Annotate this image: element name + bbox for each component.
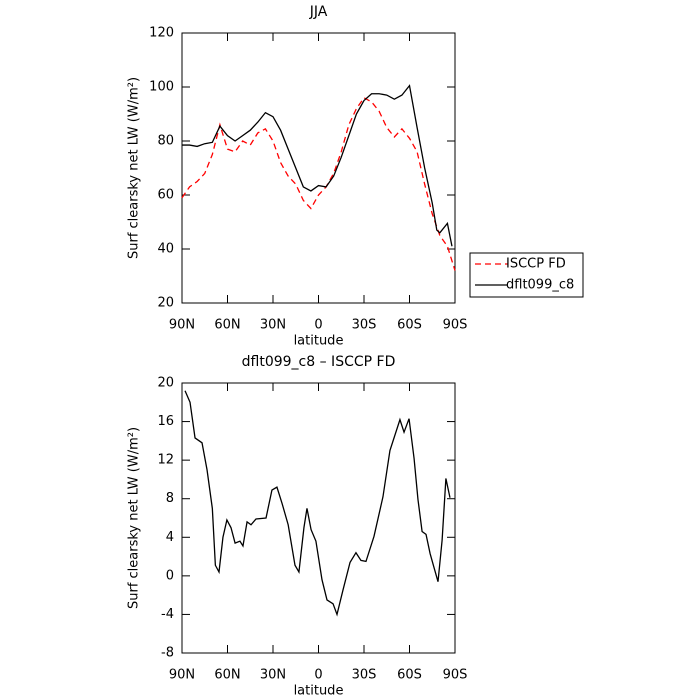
chart-title: JJA bbox=[309, 4, 328, 20]
y-tick-label: 20 bbox=[157, 296, 174, 311]
y-axis-label: Surf clearsky net LW (W/m²) bbox=[127, 427, 142, 609]
x-tick-label: 90S bbox=[443, 668, 468, 683]
y-tick-label: 60 bbox=[157, 188, 174, 203]
y-tick-label: 120 bbox=[149, 26, 174, 41]
legend-label: ISCCP FD bbox=[506, 257, 566, 272]
y-tick-label: 16 bbox=[157, 414, 174, 429]
legend-label: dflt099_c8 bbox=[506, 278, 574, 293]
y-tick-label: 20 bbox=[157, 376, 174, 391]
y-tick-label: 4 bbox=[166, 530, 174, 545]
x-tick-label: 30N bbox=[260, 318, 286, 333]
y-tick-label: 100 bbox=[149, 80, 174, 95]
x-tick-label: 60N bbox=[214, 318, 240, 333]
x-tick-label: 30N bbox=[260, 668, 286, 683]
legend-box bbox=[469, 252, 584, 298]
plot-frame bbox=[181, 382, 456, 654]
plot-frame bbox=[181, 32, 456, 304]
data-line bbox=[184, 390, 451, 617]
data-line bbox=[182, 84, 453, 247]
x-tick-label: 0 bbox=[314, 318, 322, 333]
y-tick-label: 8 bbox=[166, 491, 174, 506]
y-tick-label: 12 bbox=[157, 453, 174, 468]
x-tick-label: 60S bbox=[397, 668, 422, 683]
x-tick-label: 90S bbox=[443, 318, 468, 333]
x-tick-label: 90N bbox=[169, 668, 195, 683]
y-tick-label: 0 bbox=[166, 568, 174, 583]
x-tick-label: 0 bbox=[314, 668, 322, 683]
x-tick-label: 90N bbox=[169, 318, 195, 333]
y-tick-label: 40 bbox=[157, 242, 174, 257]
x-tick-label: 30S bbox=[352, 318, 377, 333]
y-tick-label: 80 bbox=[157, 134, 174, 149]
x-tick-label: 30S bbox=[352, 668, 377, 683]
x-axis-label: latitude bbox=[294, 334, 344, 349]
y-tick-label: -8 bbox=[161, 646, 174, 661]
chart-title: dflt099_c8 – ISCCP FD bbox=[242, 354, 396, 370]
y-tick-label: -4 bbox=[161, 607, 174, 622]
x-tick-label: 60N bbox=[214, 668, 240, 683]
x-axis-label: latitude bbox=[294, 684, 344, 699]
data-line bbox=[181, 96, 456, 271]
x-tick-label: 60S bbox=[397, 318, 422, 333]
y-axis-label: Surf clearsky net LW (W/m²) bbox=[127, 77, 142, 259]
